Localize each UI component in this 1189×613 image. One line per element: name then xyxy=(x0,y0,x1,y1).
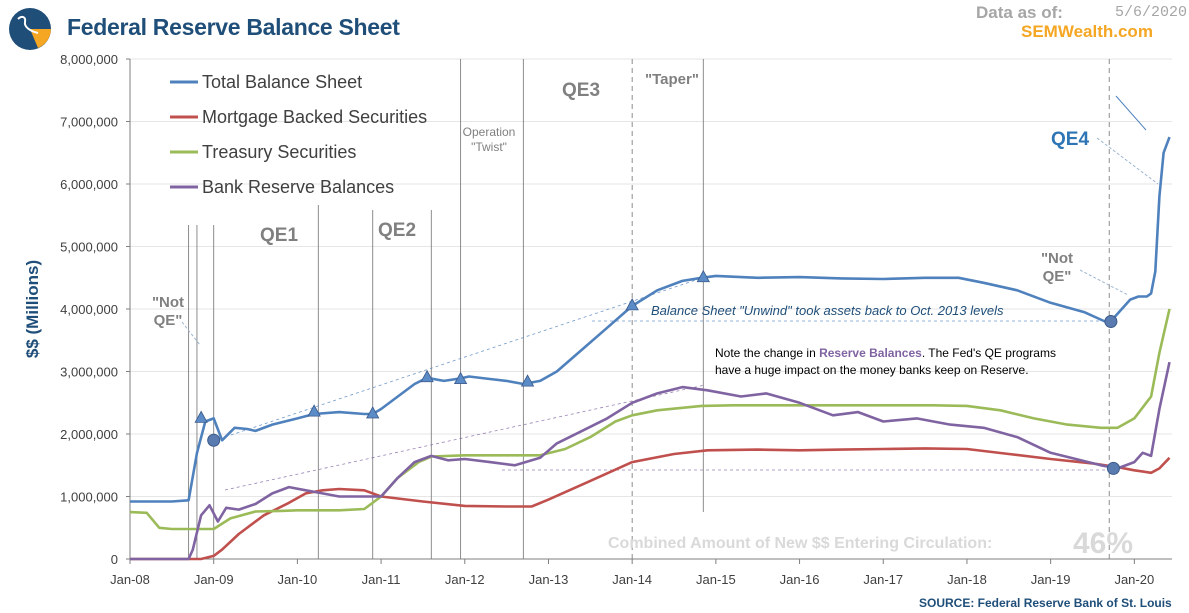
taper-label: "Taper" xyxy=(645,71,699,88)
legend-label-treasury: Treasury Securities xyxy=(202,142,356,162)
x-tick-label: Jan-19 xyxy=(1031,572,1071,587)
brand-link[interactable]: SEMWealth.com xyxy=(1021,22,1153,41)
x-tick-label: Jan-14 xyxy=(612,572,652,587)
y-tick-label: 6,000,000 xyxy=(60,177,118,192)
x-tick-label: Jan-15 xyxy=(696,572,736,587)
not-qe-1-line1: "Not xyxy=(152,294,184,311)
y-tick-label: 4,000,000 xyxy=(60,302,118,317)
marker-circle xyxy=(1106,461,1120,475)
note-line-2: have a huge impact on the money banks ke… xyxy=(715,363,1029,377)
x-tick-label: Jan-11 xyxy=(362,572,401,587)
qe4-pointer-dashed xyxy=(1096,137,1159,185)
y-tick-label: 0 xyxy=(111,552,118,567)
combined-value: 46% xyxy=(1073,527,1133,560)
marker-triangle xyxy=(520,374,535,387)
y-axis-label: $$ (Millions) xyxy=(23,260,42,358)
trend-line-reserves xyxy=(224,384,706,491)
note-text-c: . The Fed's QE programs xyxy=(922,346,1056,360)
note-text-b: Reserve Balances xyxy=(819,346,922,360)
qe3-label: QE3 xyxy=(562,80,600,101)
qe2-label: QE2 xyxy=(378,220,416,241)
marker-triangle xyxy=(625,298,639,311)
not-qe-2-line2: QE" xyxy=(1043,268,1072,285)
data-as-of-label: Data as of: xyxy=(976,3,1063,22)
x-tick-label: Jan-18 xyxy=(947,572,987,587)
legend-label-reserves: Bank Reserve Balances xyxy=(202,177,394,197)
not-qe-1-line2: QE" xyxy=(154,312,183,329)
qe1-label: QE1 xyxy=(260,225,298,246)
series-line-mortgage-backed-securities xyxy=(130,447,1171,561)
twist-label-line2: "Twist" xyxy=(471,140,507,154)
y-tick-label: 3,000,000 xyxy=(60,365,118,380)
trend-line-total xyxy=(224,276,706,438)
x-tick-label: Jan-13 xyxy=(529,572,569,587)
series-line-treasury-securities xyxy=(129,308,1171,531)
x-tick-label: Jan-09 xyxy=(194,572,234,587)
marker-triangle xyxy=(453,371,468,385)
twist-label-line1: Operation xyxy=(463,125,516,139)
y-tick-label: 8,000,000 xyxy=(60,52,118,67)
marker-triangle xyxy=(194,410,208,423)
series-line-bank-reserve-balances xyxy=(130,361,1171,561)
note-line-1: Note the change in Reserve Balances. The… xyxy=(715,346,1056,360)
x-tick-label: Jan-12 xyxy=(445,572,485,587)
y-tick-label: 2,000,000 xyxy=(60,427,118,442)
unwind-annotation: Balance Sheet "Unwind" took assets back … xyxy=(651,303,1004,318)
marker-triangle xyxy=(696,269,710,283)
qe4-pointer xyxy=(1115,95,1147,131)
not-qe-2-pointer xyxy=(1079,269,1129,296)
marker-circle xyxy=(1104,315,1118,328)
x-tick-label: Jan-08 xyxy=(110,572,150,587)
qe4-label: QE4 xyxy=(1051,129,1089,150)
marker-circle xyxy=(207,433,221,447)
y-tick-label: 1,000,000 xyxy=(60,490,118,505)
page-title: Federal Reserve Balance Sheet xyxy=(67,14,400,40)
not-qe-2-line1: "Not xyxy=(1041,250,1073,267)
data-as-of-date: 5/6/2020 xyxy=(1115,4,1188,21)
legend-label-mbs: Mortgage Backed Securities xyxy=(202,107,427,127)
x-tick-label: Jan-16 xyxy=(780,572,820,587)
y-tick-label: 7,000,000 xyxy=(60,115,118,130)
marker-triangle xyxy=(366,406,380,419)
legend: Total Balance Sheet Mortgage Backed Secu… xyxy=(170,72,427,197)
note-text-a: Note the change in xyxy=(715,346,819,360)
source-note: SOURCE: Federal Reserve Bank of St. Loui… xyxy=(919,596,1172,610)
x-tick-label: Jan-17 xyxy=(863,572,903,587)
logo-icon xyxy=(8,7,52,56)
x-tick-label: Jan-20 xyxy=(1114,572,1154,587)
marker-triangle xyxy=(420,369,434,383)
x-tick-label: Jan-10 xyxy=(278,572,318,587)
y-tick-label: 5,000,000 xyxy=(60,240,118,255)
combined-label: Combined Amount of New $$ Entering Circu… xyxy=(608,535,992,552)
marker-triangle xyxy=(307,404,321,417)
legend-label-total: Total Balance Sheet xyxy=(202,72,362,92)
